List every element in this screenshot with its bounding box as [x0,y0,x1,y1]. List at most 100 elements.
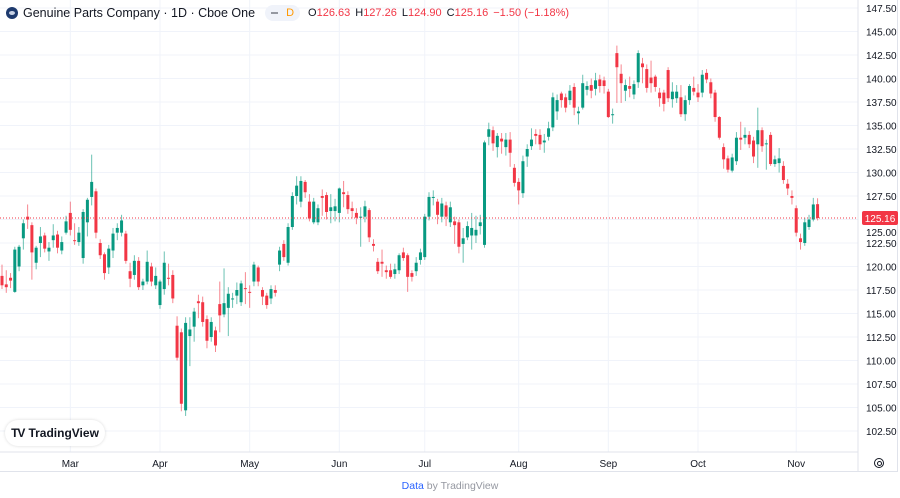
candle-body [641,63,644,68]
candle-body [427,196,431,217]
candle-down [137,257,141,290]
candle-body [512,167,516,183]
candle-up [34,245,38,270]
candle-body [423,216,427,258]
candle-down [406,253,410,292]
candle-body [717,117,721,138]
candlestick-chart[interactable]: 125.16 147.50 145.00 142.50 140.00 137.50 135… [0,0,900,472]
candle-down [128,262,132,288]
candle-body [162,262,166,290]
candle-body [781,165,785,181]
candle-down [68,201,72,236]
candle-down [679,85,683,118]
candle-body [154,275,158,286]
candle-up [111,227,115,259]
candle-down [401,247,405,261]
price-tick-label: 107.50 [866,380,897,391]
candle-down [534,129,538,145]
candle-body [226,293,230,308]
candle-down [214,326,217,353]
candle-down [389,263,393,279]
candle-down [790,190,794,205]
interval-badge[interactable]: D [265,5,301,21]
candle-down [171,270,175,304]
candle-up [231,292,235,308]
high-label: H [355,7,364,19]
candle-body [803,222,807,243]
candle-down [747,131,751,149]
candle-body [4,284,8,288]
candle-up [359,207,363,247]
candle-up [803,217,807,246]
candle-body [495,135,499,148]
candle-down [376,258,380,275]
candle-body [713,92,717,118]
candle-body [414,262,418,272]
candle-down [98,239,102,259]
candle-body [568,90,572,101]
candle-down [517,178,521,205]
candle-body [256,267,260,282]
candle-up [581,74,585,110]
candle-body [192,311,196,327]
candle-down [0,264,4,290]
candle-body [367,210,371,238]
candle-down [73,223,77,245]
candle-body [794,208,798,233]
candle-down [410,270,414,282]
candle-up [90,154,94,206]
candle-down [201,296,205,327]
candle-down [444,201,448,227]
candle-body [282,243,286,258]
candle-body [525,149,529,157]
time-tick-label: Oct [690,459,706,470]
candle-up [431,190,435,206]
candle-body [107,248,111,268]
candle-body [354,212,358,218]
footer: Data by TradingView [0,480,900,492]
tradingview-logo[interactable]: TV TradingView [5,420,105,446]
data-link[interactable]: Data [401,480,424,492]
candle-down [615,45,619,103]
candle-down [9,273,13,289]
candle-up [115,223,119,241]
candle-up [675,85,679,103]
chart-legend: Genuine Parts Company · 1D · Cboe One D … [6,4,569,22]
candle-up [312,197,316,225]
candle-body [137,260,141,288]
candle-down [179,328,183,412]
symbol-title[interactable]: Genuine Parts Company · 1D · Cboe One [23,6,256,20]
candle-down [457,219,461,254]
price-change: −1.50 (−1.18%) [493,7,570,19]
candle-up [145,250,149,285]
candle-down [350,201,354,219]
candle-up [529,128,533,150]
candle-body [389,270,393,277]
candle-down [354,208,358,225]
candle-body [337,188,341,213]
candle-body [487,129,491,137]
candle-down [602,76,606,94]
candle-up [81,209,85,264]
candle-down [346,191,350,214]
price-tick-label: 102.50 [866,427,897,438]
price-axis[interactable]: 147.50 145.00 142.50 140.00 137.50 135.00 132.… [866,4,897,438]
candle-down [752,136,756,164]
candle-body [94,191,98,233]
settings-gear-icon[interactable] [874,458,884,468]
candle-body [760,130,764,147]
open-number: 126.63 [316,7,351,19]
candle-up [132,255,136,280]
time-axis[interactable]: Mar Apr May Jun Jul Aug Sep Oct Nov [62,459,805,470]
candle-body [286,227,290,263]
candle-body [777,158,781,164]
candle-down [589,78,593,99]
candle-body [700,74,704,93]
candle-down [619,64,623,103]
candle-body [683,100,687,115]
candle-body [474,229,478,236]
price-tick-label: 142.50 [866,51,897,62]
candle-body [325,195,329,212]
candle-body [457,222,461,247]
candle-down [265,292,269,309]
